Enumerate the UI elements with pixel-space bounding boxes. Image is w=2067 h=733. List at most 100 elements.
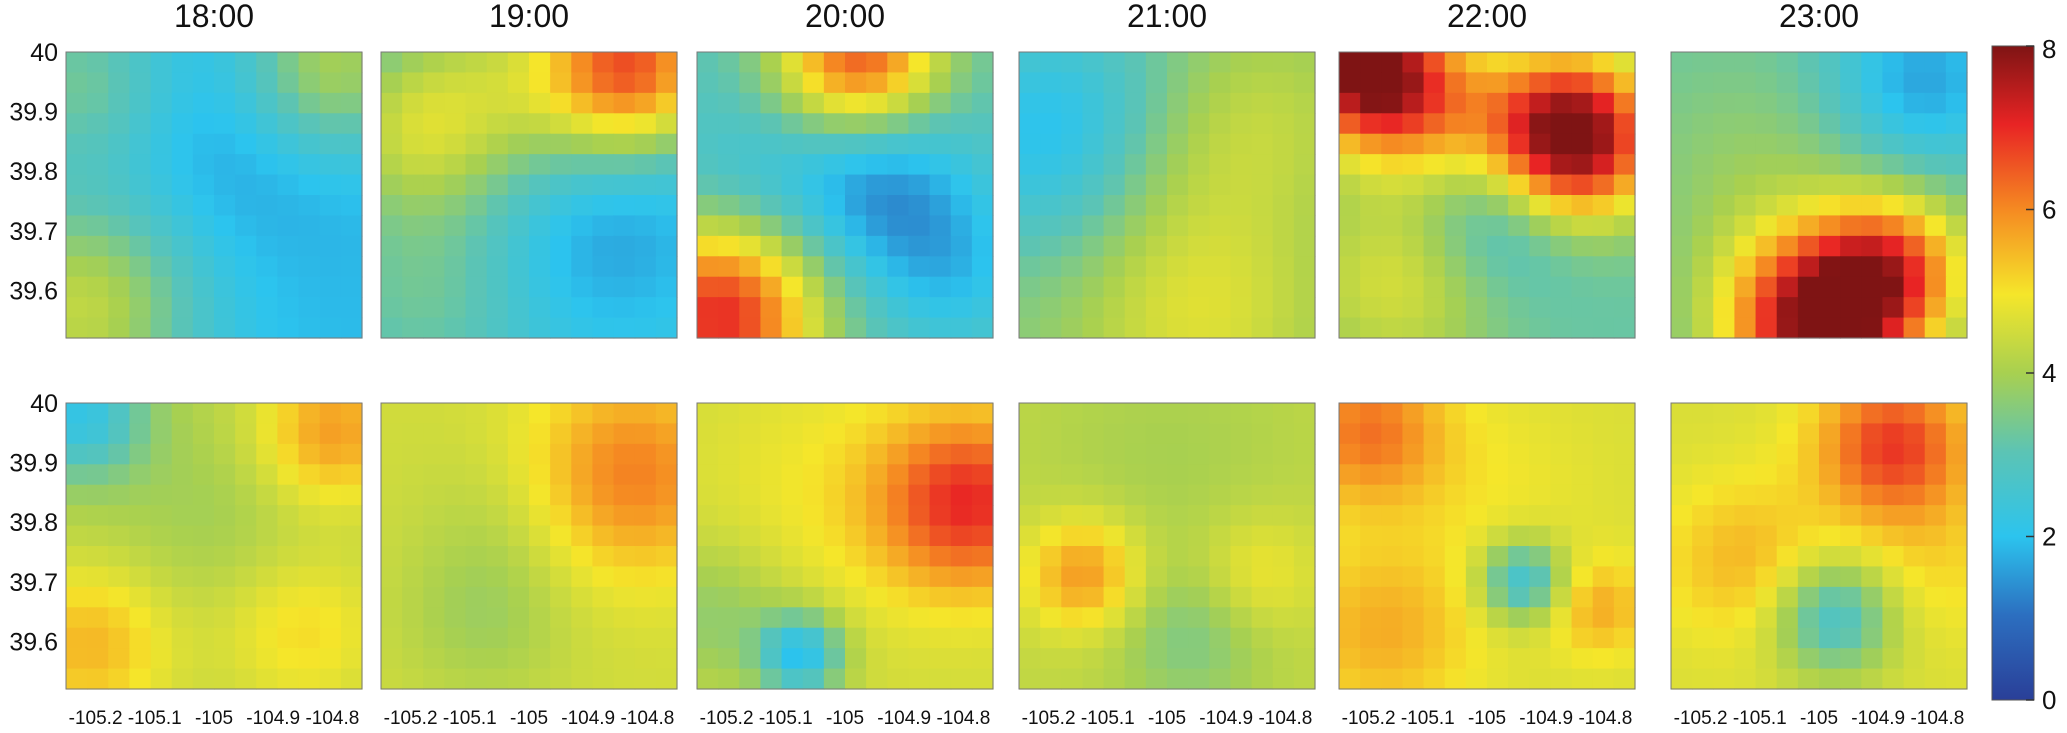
heatmap-cell bbox=[1776, 627, 1799, 649]
heatmap-cell bbox=[507, 627, 530, 649]
heatmap-cell bbox=[1861, 215, 1884, 237]
heatmap-cell bbox=[486, 627, 509, 649]
heatmap-cell bbox=[1571, 443, 1594, 465]
heatmap-cell bbox=[1293, 174, 1316, 196]
heatmap-cell bbox=[1692, 154, 1714, 176]
heatmap-cell bbox=[1945, 52, 1968, 74]
heatmap-cell bbox=[1381, 566, 1404, 588]
heatmap-cell bbox=[1423, 276, 1446, 298]
heatmap-cell bbox=[1571, 648, 1594, 670]
heatmap-cell bbox=[129, 668, 152, 690]
heatmap-cell bbox=[1124, 133, 1147, 155]
heatmap-cell bbox=[1613, 546, 1636, 568]
heatmap-cell bbox=[465, 403, 488, 425]
heatmap-cell bbox=[1230, 505, 1253, 527]
heatmap-cell bbox=[1423, 648, 1446, 670]
heatmap-cell bbox=[571, 607, 594, 629]
heatmap-cell bbox=[1903, 113, 1926, 135]
heatmap-cell bbox=[1776, 195, 1799, 217]
heatmap-cell bbox=[1776, 464, 1799, 486]
heatmap-cell bbox=[950, 586, 973, 608]
heatmap-cell bbox=[823, 256, 846, 278]
heatmap-cell bbox=[444, 648, 467, 670]
heatmap-cell bbox=[1882, 235, 1905, 257]
heatmap-cell bbox=[634, 648, 657, 670]
heatmap-panel bbox=[1018, 402, 1316, 690]
heatmap-cell bbox=[1487, 443, 1509, 465]
heatmap-cell bbox=[1272, 403, 1295, 425]
heatmap-cell bbox=[718, 52, 740, 74]
heatmap-cell bbox=[1571, 256, 1594, 278]
heatmap-cell bbox=[87, 154, 109, 176]
heatmap-cell bbox=[1082, 235, 1105, 257]
heatmap-cell bbox=[150, 235, 173, 257]
heatmap-cell bbox=[171, 484, 194, 506]
heatmap-cell bbox=[655, 317, 678, 339]
heatmap-cell bbox=[1734, 607, 1757, 629]
heatmap-cell bbox=[1903, 92, 1926, 114]
heatmap-cell bbox=[529, 256, 551, 278]
heatmap-cell bbox=[950, 464, 973, 486]
heatmap-cell bbox=[486, 72, 509, 94]
heatmap-cell bbox=[1293, 276, 1316, 298]
heatmap-cell bbox=[1755, 133, 1778, 155]
heatmap-cell bbox=[950, 317, 973, 339]
heatmap-cell bbox=[1230, 52, 1253, 74]
heatmap-cell bbox=[760, 235, 783, 257]
heatmap-cell bbox=[298, 52, 321, 74]
heatmap-cell bbox=[1465, 627, 1488, 649]
heatmap-cell bbox=[950, 195, 973, 217]
heatmap-cell bbox=[1272, 484, 1295, 506]
heatmap-cell bbox=[1082, 464, 1105, 486]
heatmap-cell bbox=[1293, 256, 1316, 278]
x-tick-label: -105.2 bbox=[1342, 708, 1396, 729]
heatmap-cell bbox=[1529, 52, 1552, 74]
heatmap-cell bbox=[1819, 235, 1841, 257]
heatmap-cell bbox=[1924, 297, 1947, 319]
heatmap-cell bbox=[444, 546, 467, 568]
panel-frame bbox=[380, 51, 678, 339]
heatmap-cell bbox=[802, 215, 825, 237]
heatmap-cell bbox=[66, 113, 88, 135]
heatmap-cell bbox=[1613, 607, 1636, 629]
heatmap-cell bbox=[655, 546, 678, 568]
heatmap-cell bbox=[319, 627, 342, 649]
heatmap-cell bbox=[1082, 256, 1105, 278]
heatmap-cell bbox=[1230, 154, 1253, 176]
heatmap-cell bbox=[1103, 215, 1126, 237]
heatmap-cell bbox=[1061, 276, 1084, 298]
heatmap-cell bbox=[1103, 505, 1126, 527]
heatmap-cell bbox=[1167, 276, 1189, 298]
heatmap-cell bbox=[781, 525, 804, 547]
heatmap-cell bbox=[1571, 627, 1594, 649]
heatmap-cell bbox=[192, 317, 215, 339]
heatmap-cell bbox=[277, 668, 300, 690]
heatmap-cell bbox=[1465, 256, 1488, 278]
heatmap-cell bbox=[1381, 52, 1404, 74]
heatmap-cell bbox=[256, 174, 279, 196]
heatmap-cell bbox=[1755, 648, 1778, 670]
heatmap-cell bbox=[1251, 403, 1274, 425]
heatmap-cell bbox=[1903, 505, 1926, 527]
heatmap-cell bbox=[802, 403, 825, 425]
heatmap-cell bbox=[1188, 195, 1210, 217]
heatmap-cell bbox=[235, 505, 257, 527]
heatmap-cell bbox=[319, 648, 342, 670]
heatmap-cell bbox=[108, 546, 131, 568]
x-tick-label: -105.2 bbox=[69, 708, 123, 729]
heatmap-cell bbox=[1550, 484, 1573, 506]
heatmap-cell bbox=[1019, 174, 1041, 196]
heatmap-cell bbox=[1713, 195, 1736, 217]
heatmap-cell bbox=[1124, 546, 1147, 568]
heatmap-cell bbox=[340, 256, 363, 278]
heatmap-cell bbox=[739, 505, 762, 527]
heatmap-cell bbox=[129, 154, 152, 176]
heatmap-cell bbox=[1713, 484, 1736, 506]
heatmap-cell bbox=[87, 297, 109, 319]
heatmap-cell bbox=[655, 607, 678, 629]
heatmap-cell bbox=[1167, 52, 1189, 74]
heatmap-cell bbox=[1797, 317, 1820, 339]
heatmap-cell bbox=[1124, 235, 1147, 257]
heatmap-cell bbox=[1671, 403, 1693, 425]
heatmap-cell bbox=[1209, 423, 1232, 445]
